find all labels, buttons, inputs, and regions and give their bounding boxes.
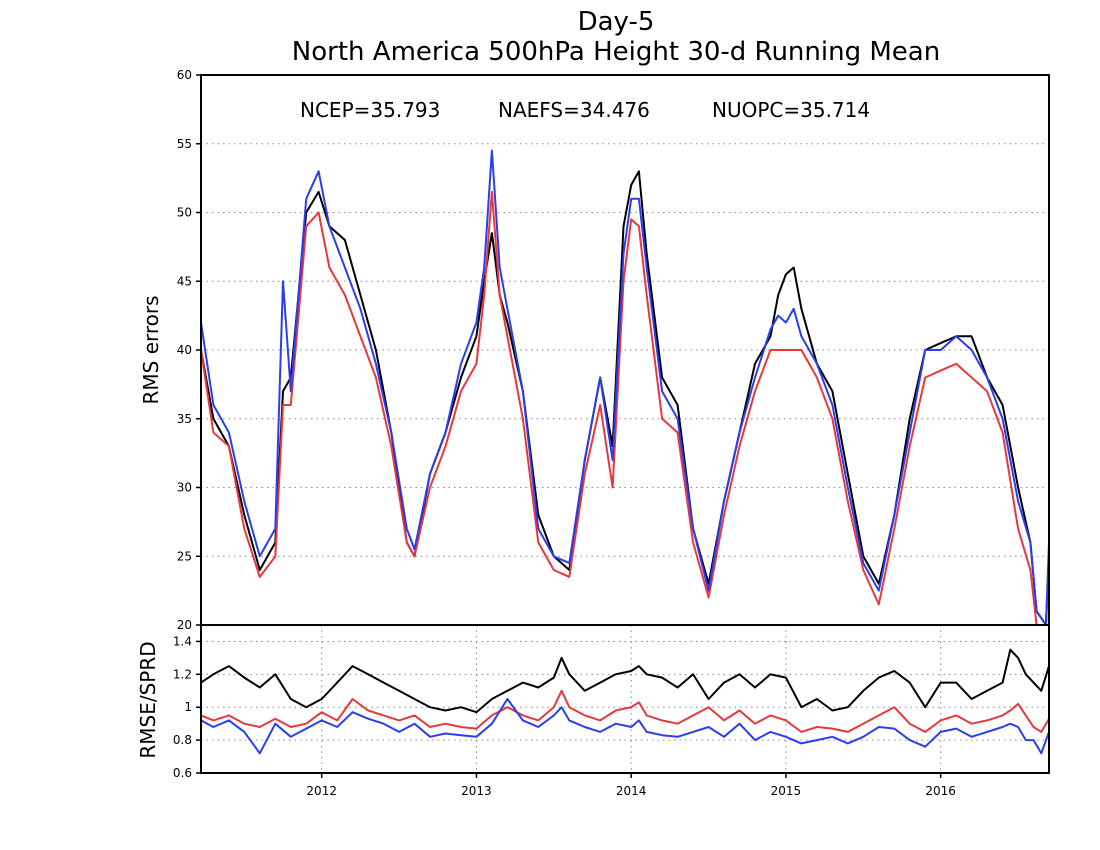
top-panel-y-ticks: 20 25 30 35 40 45 50 55 60 bbox=[177, 68, 201, 632]
x-tick-label: 2014 bbox=[616, 784, 647, 798]
x-tick-label: 2015 bbox=[771, 784, 802, 798]
y-tick-label: 45 bbox=[177, 274, 192, 288]
top-panel-series bbox=[200, 149, 1050, 626]
y-tick-label: 55 bbox=[177, 137, 192, 151]
top-panel-ylabel: RMS errors bbox=[139, 295, 163, 404]
stat-nuopc: NUOPC=35.714 bbox=[712, 98, 870, 122]
x-tick-label: 2013 bbox=[461, 784, 492, 798]
y-tick-label: 50 bbox=[177, 206, 192, 220]
bottom-panel-x-ticks: 2012 2013 2014 2015 2016 bbox=[306, 773, 956, 798]
bottom-panel-frame bbox=[200, 624, 1050, 774]
y-tick-label: 1.4 bbox=[173, 634, 192, 648]
y-tick-label: 20 bbox=[177, 618, 192, 632]
series-line-nuopc bbox=[200, 149, 1050, 626]
stat-naefs: NAEFS=34.476 bbox=[498, 98, 650, 122]
bottom-panel-series bbox=[200, 648, 1050, 755]
y-tick-label: 25 bbox=[177, 549, 192, 563]
y-tick-label: 1.2 bbox=[173, 667, 192, 681]
figure-title-line2: North America 500hPa Height 30-d Running… bbox=[292, 37, 940, 67]
top-panel-grid bbox=[201, 143, 1049, 557]
y-tick-label: 0.6 bbox=[173, 766, 192, 780]
series-line-naefs bbox=[200, 689, 1050, 733]
bottom-panel-grid bbox=[201, 625, 1049, 773]
y-tick-label: 1 bbox=[184, 700, 192, 714]
series-line-naefs bbox=[200, 190, 1050, 626]
series-line-ncep bbox=[200, 648, 1050, 714]
figure-title-line1: Day-5 bbox=[578, 7, 655, 37]
series-line-nuopc bbox=[200, 698, 1050, 755]
y-tick-label: 35 bbox=[177, 412, 192, 426]
x-tick-label: 2012 bbox=[306, 784, 337, 798]
bottom-panel-ylabel: RMSE/SPRD bbox=[136, 641, 160, 758]
y-tick-label: 30 bbox=[177, 481, 192, 495]
y-tick-label: 40 bbox=[177, 343, 192, 357]
y-tick-label: 60 bbox=[177, 68, 192, 82]
x-tick-label: 2016 bbox=[925, 784, 956, 798]
y-tick-label: 0.8 bbox=[173, 733, 192, 747]
stat-ncep: NCEP=35.793 bbox=[300, 98, 440, 122]
